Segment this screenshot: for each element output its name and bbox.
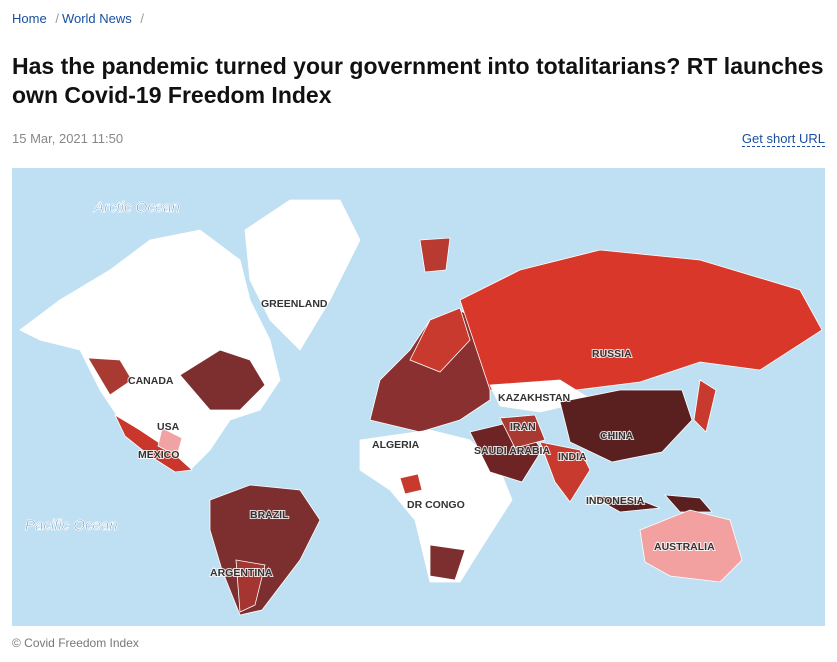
country-label: USA (157, 421, 180, 433)
country-label: RUSSIA (592, 348, 632, 360)
breadcrumb-link[interactable]: World News (61, 11, 132, 26)
image-caption: © Covid Freedom Index (12, 636, 139, 650)
argentina (235, 559, 266, 613)
country-label: IRAN (510, 421, 536, 433)
australia (639, 509, 743, 583)
article-date: 15 Mar, 2021 11:50 (12, 131, 124, 146)
iceland (419, 237, 451, 273)
nigeria (399, 473, 423, 495)
canada-east (179, 349, 266, 411)
breadcrumb: Home / World News / (12, 11, 147, 26)
greenland (244, 199, 361, 351)
country-label: MEXICO (138, 449, 179, 461)
country-label: INDONESIA (586, 495, 645, 507)
ocean-label: Arctic Ocean (93, 199, 180, 216)
short-url-link[interactable]: Get short URL (741, 131, 825, 147)
country-label: ALGERIA (372, 439, 420, 451)
article-title: Has the pandemic turned your government … (12, 53, 824, 108)
country-label: BRAZIL (250, 509, 289, 521)
southern-africa (429, 544, 466, 581)
india (539, 441, 591, 503)
country-label: CANADA (128, 375, 174, 387)
indonesia (589, 494, 661, 513)
breadcrumb-link[interactable]: Home (12, 11, 47, 26)
breadcrumb-separator: / (140, 11, 145, 26)
country-label: KAZAKHSTAN (498, 392, 570, 404)
us-state (157, 427, 183, 457)
japan (693, 379, 717, 433)
scandinavia (409, 307, 471, 373)
country-label: CHINA (600, 430, 634, 442)
country-label: ARGENTINA (210, 567, 273, 579)
iran (499, 414, 546, 449)
africa (359, 429, 513, 583)
country-label: AUSTRALIA (654, 541, 715, 553)
country-label: INDIA (558, 451, 587, 463)
country-label: GREENLAND (261, 298, 328, 310)
ocean-label-line: Arctic Ocean (93, 199, 180, 216)
mexico (114, 413, 193, 473)
indonesia (664, 494, 713, 513)
freedom-map: Arctic Ocean Pacific Ocean GREENLAND CAN… (12, 168, 825, 626)
china (559, 389, 693, 463)
country-label: DR CONGO (407, 499, 465, 511)
canada-west (87, 357, 133, 396)
country-label: SAUDI ARABIA (474, 445, 550, 457)
ocean-label: Pacific Ocean (25, 517, 118, 534)
breadcrumb-separator: / (55, 11, 59, 26)
